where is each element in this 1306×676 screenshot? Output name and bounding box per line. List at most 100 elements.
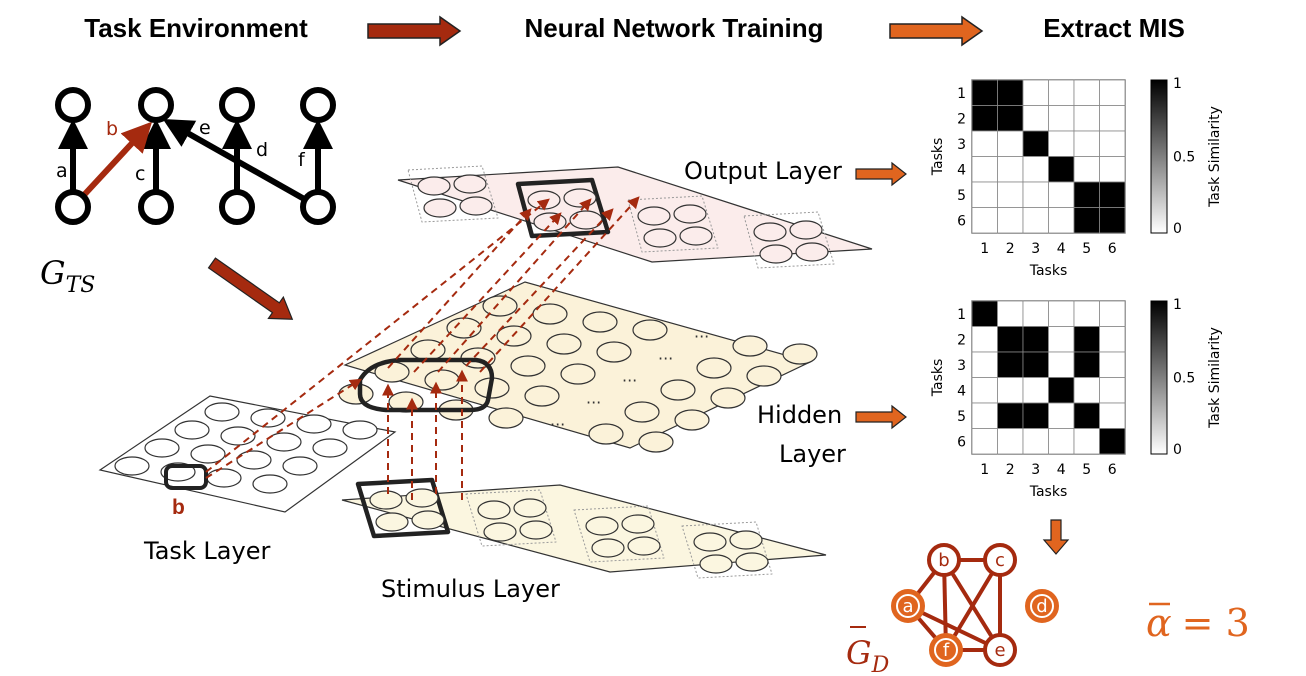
task-unit	[174, 420, 210, 440]
dep-node-label-f: f	[943, 640, 950, 661]
hidden-ellipsis: ···	[622, 371, 637, 390]
header-arrow-1	[367, 15, 462, 47]
matrix-cell	[997, 351, 1024, 378]
task-unit	[296, 414, 332, 434]
matrix-row-tick: 3	[957, 358, 966, 374]
hidden-unit	[482, 295, 518, 317]
output-unit	[563, 188, 597, 208]
matrix-cell	[997, 377, 1024, 404]
matrix-cell	[1099, 428, 1126, 455]
stimulus-unit	[627, 536, 661, 556]
task-unit	[342, 420, 378, 440]
stimulus-unit	[477, 500, 511, 520]
matrix-row-tick: 1	[957, 86, 966, 102]
hidden-unit	[524, 385, 560, 407]
stimulus-group-4	[681, 521, 773, 579]
stimulus-group-1	[355, 477, 451, 539]
task-structure-graph: a b c d e f	[55, 87, 336, 225]
matrix-cell	[997, 326, 1024, 353]
stimulus-unit	[513, 498, 547, 518]
task-unit	[144, 438, 180, 458]
edge-label-b: b	[106, 118, 118, 140]
header-arrow-2	[889, 15, 984, 47]
output-unit	[759, 244, 793, 264]
output-unit	[637, 206, 671, 226]
matrix-row-tick: 6	[957, 434, 966, 450]
task-unit	[252, 474, 288, 494]
matrix-col-tick: 4	[1057, 462, 1066, 478]
hidden-unit	[546, 333, 582, 355]
matrix-cell	[1048, 105, 1075, 132]
matrix-cell	[1048, 130, 1075, 157]
matrix-cell	[997, 130, 1024, 157]
matrix-cell	[997, 156, 1024, 183]
matrix-cell	[971, 79, 998, 106]
matrix-cell	[971, 402, 998, 429]
stimulus-unit	[369, 490, 403, 510]
hidden-unit	[696, 357, 732, 379]
output-unit	[569, 210, 603, 230]
colorbar-tick: 1	[1173, 297, 1182, 313]
hidden-ellipsis: ···	[658, 349, 673, 368]
edge-label-d: d	[256, 139, 268, 161]
task-unit	[220, 426, 256, 446]
hidden-unit	[560, 363, 596, 385]
matrix-col-tick: 6	[1108, 462, 1117, 478]
matrix-cell	[1073, 300, 1100, 327]
header-extract-mis: Extract MIS	[1043, 13, 1185, 43]
matrix-col-tick: 1	[980, 241, 989, 257]
task-unit	[250, 408, 286, 428]
output-unit	[789, 220, 823, 240]
matrix-row-tick: 1	[957, 307, 966, 323]
task-unit	[266, 432, 302, 452]
matrix-row-tick: 6	[957, 213, 966, 229]
dep-node-ring-f	[934, 638, 958, 662]
hidden-unit	[674, 409, 710, 431]
stimulus-unit	[375, 512, 409, 532]
output-unit	[673, 204, 707, 224]
output-unit	[753, 222, 787, 242]
stimulus-unit	[729, 530, 763, 550]
matrix-cell	[1073, 377, 1100, 404]
hidden-unit	[424, 369, 460, 391]
matrix-cell	[1048, 326, 1075, 353]
matrix-cell	[1022, 351, 1049, 378]
matrix-cell	[1022, 105, 1049, 132]
edge-label-c: c	[135, 163, 145, 185]
stimulus-unit	[411, 510, 445, 530]
matrix-cell	[1048, 207, 1075, 234]
output-group-4	[743, 211, 835, 269]
stimulus-layer-label: Stimulus Layer	[381, 575, 560, 603]
matrix-cell	[997, 402, 1024, 429]
matrix-cell	[971, 351, 998, 378]
output-unit	[795, 242, 829, 262]
matrix-cell	[1099, 130, 1126, 157]
hidden-ellipsis: ···	[586, 393, 601, 412]
matrix-cell	[1073, 105, 1100, 132]
matrix-col-tick: 4	[1057, 241, 1066, 257]
matrix-cell	[1022, 377, 1049, 404]
matrix-cell	[997, 428, 1024, 455]
matrix-cell	[971, 156, 998, 183]
hidden-unit	[732, 335, 768, 357]
matrix-cell	[997, 300, 1024, 327]
matrix-cell	[971, 207, 998, 234]
matrix-cell	[1022, 156, 1049, 183]
matrix-cell	[1099, 79, 1126, 106]
matrix-cell	[1022, 207, 1049, 234]
gts-label: GTS	[40, 254, 95, 298]
hidden-unit	[660, 379, 696, 401]
hidden-unit	[488, 407, 524, 429]
hidden-unit	[624, 401, 660, 423]
matrix-cell	[971, 428, 998, 455]
colorbar-label: Task Similarity	[1207, 327, 1223, 429]
matrix-row-tick: 2	[957, 111, 966, 127]
output-unit	[533, 212, 567, 232]
matrix-cell	[1073, 181, 1100, 208]
task-node-top-4	[300, 87, 336, 123]
hidden-unit	[632, 319, 668, 341]
colorbar-tick: 1	[1173, 76, 1182, 92]
task-to-output-connection	[205, 198, 550, 473]
